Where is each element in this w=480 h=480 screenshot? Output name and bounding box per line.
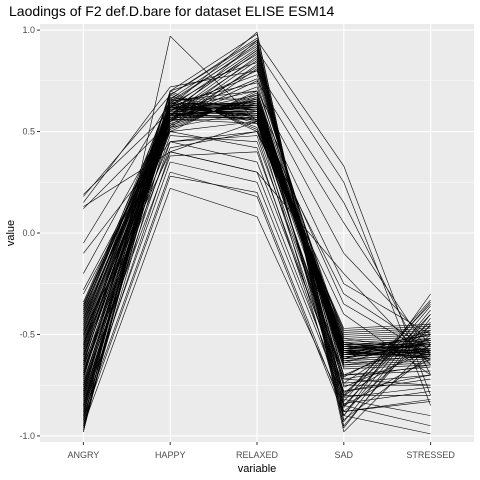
series-line (83, 171, 431, 435)
series-line (83, 86, 431, 351)
series-line (83, 117, 431, 418)
series-line (83, 48, 431, 408)
series-line (83, 39, 431, 396)
y-tick-label: -1.0 (19, 431, 35, 441)
y-axis-label: value (5, 220, 17, 246)
y-tick-label: 0.5 (22, 127, 35, 137)
x-tick-label: ANGRY (67, 450, 99, 460)
x-tick-label: SAD (335, 450, 354, 460)
y-tick-label: -0.5 (19, 329, 35, 339)
x-axis-label: variable (238, 463, 277, 475)
series-line (83, 188, 431, 427)
x-axis: ANGRY HAPPY RELAXED SAD STRESSED (67, 442, 455, 460)
series-line (83, 102, 431, 404)
series-line (83, 106, 431, 345)
series-line (83, 98, 431, 412)
series-line (83, 119, 431, 376)
series-line (83, 131, 431, 380)
series-line (83, 141, 431, 396)
series-line (83, 175, 431, 420)
series-line (83, 92, 431, 345)
series-line (83, 106, 431, 398)
series-line (83, 90, 431, 345)
x-tick-label: RELAXED (236, 450, 279, 460)
series-line (83, 94, 431, 333)
series-line (83, 64, 431, 384)
series-line (83, 50, 431, 406)
y-tick-label: 1.0 (22, 25, 35, 35)
x-tick-label: STRESSED (406, 450, 455, 460)
series-line (83, 94, 431, 366)
series-line (83, 33, 431, 432)
series-line (83, 110, 431, 356)
x-tick-label: HAPPY (155, 450, 186, 460)
series-line (83, 80, 431, 355)
series-line (83, 115, 431, 384)
series-line (83, 161, 431, 416)
series-line (83, 151, 431, 412)
series-line (83, 68, 431, 378)
series-line (83, 108, 431, 374)
series-lines (83, 31, 431, 435)
series-line (83, 110, 431, 392)
y-tick-label: 0.0 (22, 228, 35, 238)
y-axis: -1.0 -0.5 0.0 0.5 1.0 (19, 25, 40, 441)
series-line (83, 70, 431, 376)
chart-title: Laodings of F2 def.D.bare for dataset EL… (9, 3, 335, 19)
